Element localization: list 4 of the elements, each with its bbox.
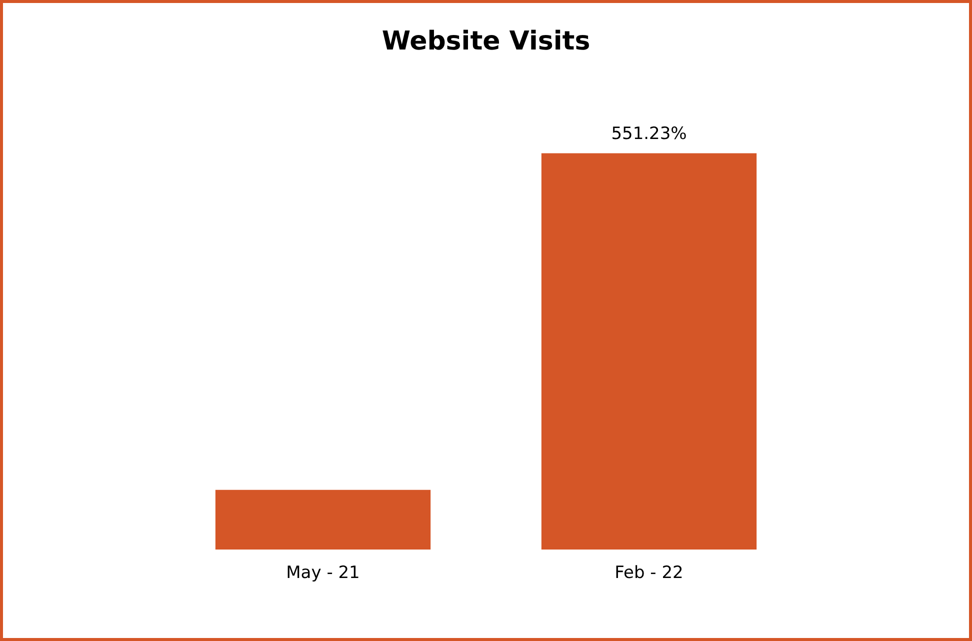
chart-title: Website Visits	[382, 26, 590, 56]
x-tick-label: May - 21	[286, 563, 360, 584]
x-tick-label: Feb - 22	[614, 563, 684, 584]
data-label: 551.23%	[611, 124, 687, 144]
